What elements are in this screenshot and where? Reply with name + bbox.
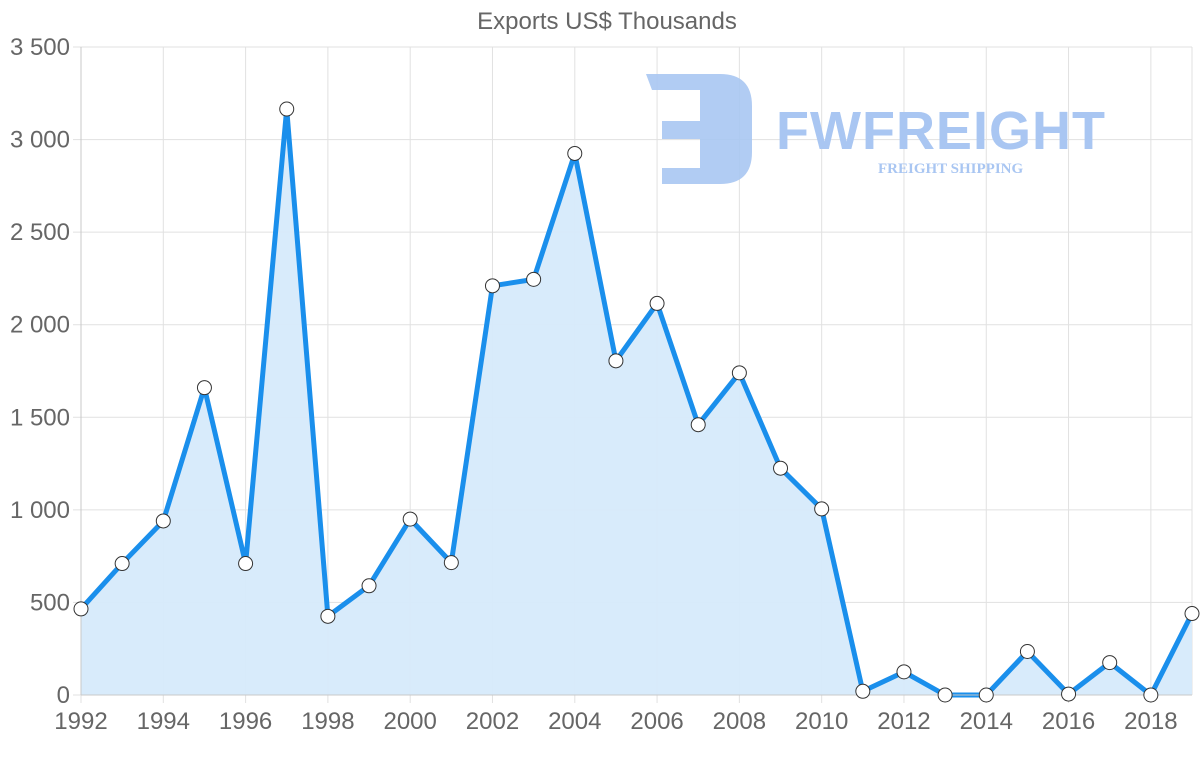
x-axis-ticks: 1992 1994 1996 1998 2000 2002 2004 2006 2008 2010… xyxy=(54,708,1177,735)
data-point-2009[interactable] xyxy=(773,460,789,476)
x-tick-label: 1998 xyxy=(301,708,354,735)
watermark-logo: FWFREIGHT FREIGHT SHIPPING xyxy=(646,74,1106,184)
watermark-tagline-text: FREIGHT SHIPPING xyxy=(878,161,1023,177)
x-tick-label: 2018 xyxy=(1124,708,1177,735)
data-point-2015[interactable] xyxy=(1019,643,1035,659)
y-tick-label: 0 xyxy=(57,682,70,709)
axes xyxy=(80,47,1192,696)
data-point-1998[interactable] xyxy=(320,608,336,624)
data-point-2019[interactable] xyxy=(1184,606,1200,622)
data-point-1997[interactable] xyxy=(279,101,295,117)
data-point-2005[interactable] xyxy=(608,353,624,369)
y-tick-label: 3 000 xyxy=(10,127,70,154)
watermark-brand-text: FWFREIGHT xyxy=(776,101,1106,161)
data-point-1996[interactable] xyxy=(238,556,254,572)
data-point-2000[interactable] xyxy=(402,511,418,527)
data-point-2007[interactable] xyxy=(690,417,706,433)
x-tick-label: 2012 xyxy=(877,708,930,735)
y-tick-label: 1 500 xyxy=(10,404,70,431)
x-tick-label: 2002 xyxy=(466,708,519,735)
data-point-2004[interactable] xyxy=(567,145,583,161)
x-tick-label: 2014 xyxy=(960,708,1013,735)
data-point-2008[interactable] xyxy=(731,365,747,381)
x-tick-label: 1996 xyxy=(219,708,272,735)
x-tick-label: 2004 xyxy=(548,708,601,735)
y-tick-label: 1 000 xyxy=(10,497,70,524)
area-fill xyxy=(81,109,1192,695)
data-point-1994[interactable] xyxy=(155,513,171,529)
data-point-2011[interactable] xyxy=(855,683,871,699)
data-point-2003[interactable] xyxy=(526,271,542,287)
y-tick-label: 2 000 xyxy=(10,312,70,339)
data-point-1993[interactable] xyxy=(114,556,130,572)
x-tick-label: 1992 xyxy=(54,708,107,735)
data-line xyxy=(79,106,1195,698)
x-tick-label: 2008 xyxy=(713,708,766,735)
data-point-2014[interactable] xyxy=(978,687,994,703)
x-tick-label: 2000 xyxy=(383,708,436,735)
data-point-2002[interactable] xyxy=(484,278,500,294)
data-point-2016[interactable] xyxy=(1061,686,1077,702)
y-axis-ticks: 0 500 1 000 1 500 2 000 2 500 3 000 3 500 xyxy=(10,34,70,709)
y-tick-label: 500 xyxy=(30,589,70,616)
data-point-2006[interactable] xyxy=(649,295,665,311)
x-tick-label: 1994 xyxy=(137,708,190,735)
x-tick-label: 2010 xyxy=(795,708,848,735)
data-point-2013[interactable] xyxy=(937,687,953,703)
x-tick-label: 2006 xyxy=(630,708,683,735)
data-point-1999[interactable] xyxy=(361,578,377,594)
data-point-2018[interactable] xyxy=(1143,687,1159,703)
data-point-2010[interactable] xyxy=(814,501,830,517)
data-point-2001[interactable] xyxy=(443,555,459,571)
y-tick-label: 2 500 xyxy=(10,219,70,246)
data-point-1992[interactable] xyxy=(73,601,89,617)
x-tick-label: 2016 xyxy=(1042,708,1095,735)
data-point-2017[interactable] xyxy=(1102,655,1118,671)
y-tick-label: 3 500 xyxy=(10,34,70,61)
data-point-2012[interactable] xyxy=(896,664,912,680)
fw-logo-icon xyxy=(646,74,752,184)
chart-title: Exports US$ Thousands xyxy=(477,8,737,35)
data-point-1995[interactable] xyxy=(196,380,212,396)
data-markers xyxy=(73,101,1200,703)
